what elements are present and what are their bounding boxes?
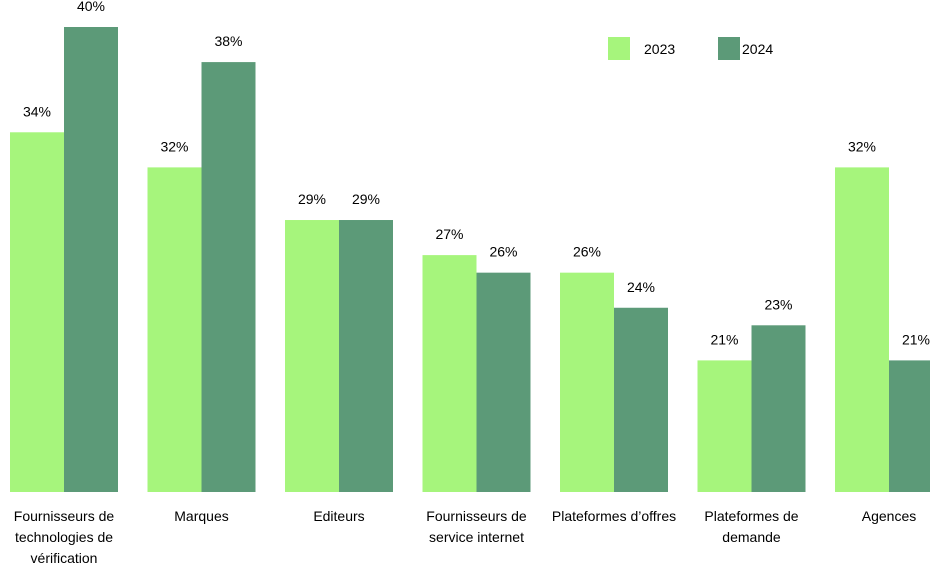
bar: [201, 62, 256, 493]
x-tick-label: Editeurs: [313, 508, 365, 524]
bar: [339, 220, 393, 493]
x-tick-label: Fournisseurs de technologies de vérifica…: [13, 508, 115, 566]
bar: [697, 360, 752, 492]
bar: [835, 167, 889, 492]
data-label: 29%: [298, 191, 326, 207]
bar: [10, 132, 64, 492]
data-label: 24%: [627, 279, 655, 295]
legend-label: 2023: [644, 41, 675, 57]
data-label: 32%: [848, 138, 876, 154]
data-label: 23%: [764, 296, 792, 312]
bar: [147, 167, 202, 492]
data-label: 38%: [214, 33, 242, 49]
bar: [476, 272, 531, 492]
data-label: 26%: [489, 244, 517, 260]
bar: [560, 272, 614, 492]
bar: [751, 325, 806, 492]
data-label: 21%: [710, 331, 738, 347]
bar: [889, 360, 930, 492]
legend-label: 2024: [742, 41, 773, 57]
data-label: 29%: [352, 191, 380, 207]
x-tick-label: Marques: [174, 508, 229, 524]
x-tick-label: Agences: [861, 508, 917, 524]
bar: [422, 255, 477, 492]
data-label: 34%: [23, 103, 51, 119]
bar: [614, 307, 668, 492]
data-label: 21%: [902, 331, 930, 347]
bar: [285, 220, 339, 493]
data-label: 26%: [573, 244, 601, 260]
data-label: 40%: [77, 0, 105, 14]
data-label: 32%: [160, 138, 188, 154]
x-tick-label: Plateformes de demande: [704, 508, 799, 545]
x-tick-label: Fournisseurs de service internet: [426, 508, 527, 545]
legend-swatch: [608, 37, 630, 60]
legend-swatch: [718, 37, 740, 60]
data-label: 27%: [435, 226, 463, 242]
bar: [64, 27, 118, 492]
x-tick-label: Plateformes d’offres: [551, 508, 677, 524]
